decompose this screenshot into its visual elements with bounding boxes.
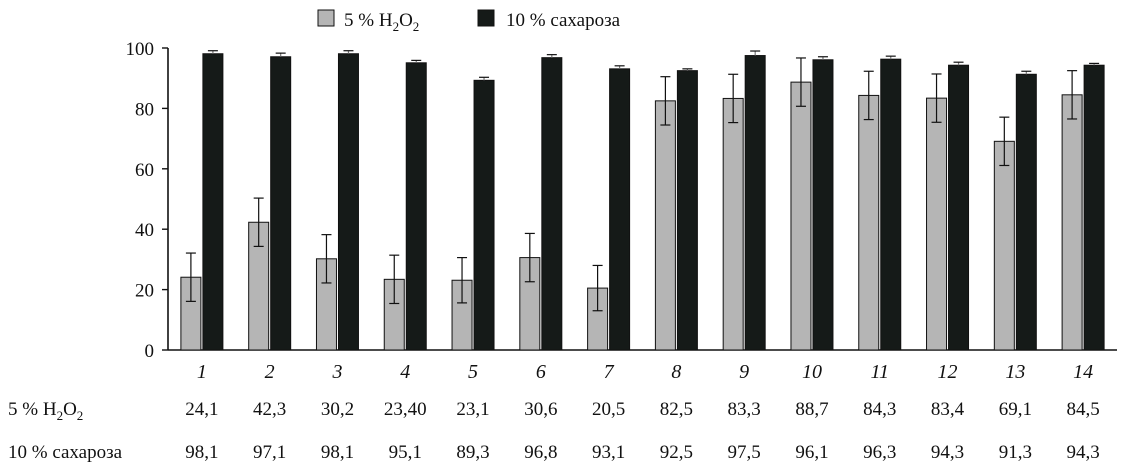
legend: 5 % H2O2 10 % сахароза — [317, 9, 621, 34]
bar-sucrose — [473, 79, 495, 351]
legend-label-sucrose: 10 % сахароза — [506, 10, 621, 31]
table-cell-h2o2: 20,5 — [592, 399, 625, 420]
table-cell-h2o2: 42,3 — [253, 399, 286, 420]
bar-sucrose — [676, 70, 698, 351]
bar-h2o2 — [993, 140, 1015, 351]
y-tick-label: 80 — [135, 99, 154, 120]
legend-label-h2o2: 5 % H2O2 — [344, 10, 419, 34]
value-table: 5 % H2O2 10 % сахароза 24,1 98,1 42,3 97,1 3… — [8, 399, 1100, 463]
table-cell-h2o2: 30,6 — [524, 399, 557, 420]
table-cell-h2o2: 23,40 — [384, 399, 427, 420]
bar-sucrose — [202, 53, 224, 351]
bar-sucrose — [1083, 64, 1105, 351]
table-cell-sucrose: 97,5 — [728, 442, 761, 463]
bar-h2o2 — [926, 97, 948, 351]
x-tick-label: 7 — [604, 361, 615, 383]
y-tick-label: 100 — [126, 39, 155, 60]
bar-sucrose — [337, 53, 359, 351]
table-cell-sucrose: 97,1 — [253, 442, 286, 463]
bar-h2o2 — [654, 100, 676, 351]
table-cell-h2o2: 69,1 — [999, 399, 1032, 420]
bars — [180, 50, 1105, 351]
table-cell-sucrose: 94,3 — [931, 442, 964, 463]
table-cell-sucrose: 94,3 — [1066, 442, 1099, 463]
table-cell-h2o2: 23,1 — [456, 399, 489, 420]
table-cell-sucrose: 92,5 — [660, 442, 693, 463]
bar-sucrose — [1015, 73, 1037, 351]
table-cell-h2o2: 30,2 — [321, 399, 354, 420]
y-ticks: 0 20 40 60 80 100 — [126, 39, 168, 362]
x-tick-label: 14 — [1073, 361, 1093, 383]
bar-h2o2 — [858, 94, 880, 351]
y-tick-label: 60 — [135, 160, 154, 181]
table-row-label-h2o2: 5 % H2O2 — [8, 399, 83, 423]
legend-swatch-sucrose — [477, 9, 495, 27]
legend-swatch-h2o2 — [317, 9, 335, 27]
table-cell-sucrose: 96,3 — [863, 442, 896, 463]
bar-h2o2 — [722, 97, 744, 351]
x-tick-label: 12 — [938, 361, 958, 383]
bar-sucrose — [405, 62, 427, 351]
table-cell-sucrose: 89,3 — [456, 442, 489, 463]
table-cell-h2o2: 88,7 — [795, 399, 828, 420]
y-tick-label: 40 — [135, 220, 154, 241]
bar-sucrose — [880, 58, 902, 351]
table-cell-sucrose: 98,1 — [185, 442, 218, 463]
x-tick-label: 4 — [400, 361, 410, 383]
bar-sucrose — [812, 59, 834, 351]
table-cell-sucrose: 95,1 — [389, 442, 422, 463]
x-tick-label: 9 — [739, 361, 749, 383]
bar-sucrose — [609, 68, 631, 351]
x-tick-label: 1 — [197, 361, 207, 383]
x-tick-label: 11 — [870, 361, 889, 383]
table-cell-sucrose: 98,1 — [321, 442, 354, 463]
table-cell-h2o2: 83,3 — [728, 399, 761, 420]
table-cell-h2o2: 24,1 — [185, 399, 218, 420]
x-tick-label: 3 — [331, 361, 342, 383]
bar-h2o2 — [1061, 94, 1083, 351]
bar-sucrose — [744, 55, 766, 351]
x-tick-label: 6 — [536, 361, 546, 383]
bar-h2o2 — [790, 81, 812, 351]
table-cell-h2o2: 84,5 — [1066, 399, 1099, 420]
bar-sucrose — [270, 56, 292, 351]
table-row-label-sucrose: 10 % сахароза — [8, 442, 123, 463]
x-tick-label: 2 — [265, 361, 275, 383]
table-cell-h2o2: 82,5 — [660, 399, 693, 420]
y-tick-label: 0 — [145, 341, 155, 362]
x-tick-label: 8 — [671, 361, 681, 383]
x-tick-label: 13 — [1005, 361, 1025, 383]
bar-sucrose — [948, 64, 970, 351]
y-tick-label: 20 — [135, 281, 154, 302]
x-tick-label: 5 — [468, 361, 478, 383]
bar-sucrose — [541, 57, 563, 351]
table-cell-sucrose: 96,8 — [524, 442, 557, 463]
table-cell-h2o2: 83,4 — [931, 399, 965, 420]
table-cell-sucrose: 91,3 — [999, 442, 1032, 463]
category-labels: 1 2 3 4 5 6 7 8 9 10 11 12 13 14 — [197, 361, 1093, 383]
x-tick-label: 10 — [802, 361, 822, 383]
table-cell-sucrose: 96,1 — [795, 442, 828, 463]
table-cell-sucrose: 93,1 — [592, 442, 625, 463]
table-cell-h2o2: 84,3 — [863, 399, 896, 420]
